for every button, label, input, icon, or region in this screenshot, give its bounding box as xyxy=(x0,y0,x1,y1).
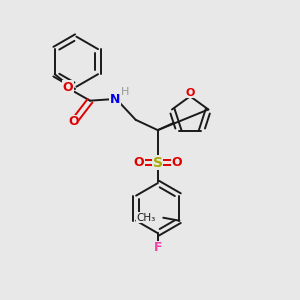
Text: H: H xyxy=(121,87,130,97)
Text: O: O xyxy=(185,88,195,98)
Text: O: O xyxy=(63,81,73,94)
Text: O: O xyxy=(133,156,144,169)
Text: N: N xyxy=(110,93,120,106)
Text: S: S xyxy=(153,155,163,170)
Text: F: F xyxy=(154,242,162,254)
Text: O: O xyxy=(172,156,182,169)
Text: CH₃: CH₃ xyxy=(136,213,156,223)
Text: O: O xyxy=(68,116,79,128)
